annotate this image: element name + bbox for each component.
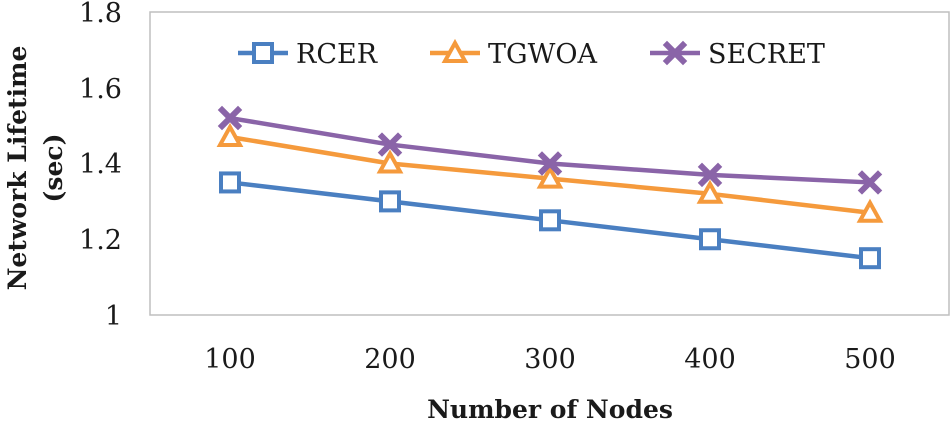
legend-label: RCER [296, 39, 378, 70]
series-secret [217, 105, 883, 195]
data-point-rcer [379, 190, 401, 213]
data-point-secret [857, 170, 883, 195]
y-axis: 1 1.2 1.4 1.6 1.8 [79, 0, 122, 332]
y-axis-title: Network Lifetime (sec) [3, 46, 68, 291]
data-point-tgwoa [376, 149, 404, 174]
series-rcer [219, 171, 881, 270]
data-point-secret [377, 132, 403, 157]
legend-label: TGWOA [488, 39, 597, 70]
legend: RCER TGWOA SECRET [238, 38, 825, 70]
y-tick-label: 1.2 [79, 225, 122, 256]
data-point-tgwoa [856, 198, 884, 223]
data-point-rcer [859, 247, 881, 270]
data-point-secret [217, 105, 243, 131]
data-point-rcer [539, 209, 561, 232]
series-tgwoa [216, 122, 884, 223]
y-tick-label: 1.4 [79, 149, 122, 180]
legend-marker [662, 40, 688, 66]
plot-area-border [149, 11, 950, 316]
x-tick-label: 500 [844, 344, 896, 375]
y-axis-title-line1: Network Lifetime [3, 46, 32, 291]
data-point-rcer [219, 171, 241, 194]
data-point-secret [537, 151, 563, 176]
legend-marker [441, 38, 469, 63]
x-tick-label: 100 [204, 344, 256, 375]
data-point-tgwoa [696, 179, 724, 204]
y-tick-label: 1 [105, 301, 122, 332]
legend-marker [252, 42, 274, 64]
x-tick-label: 200 [364, 344, 416, 375]
data-point-tgwoa [536, 164, 564, 189]
y-tick-label: 1.6 [79, 74, 122, 105]
data-point-secret [697, 162, 723, 188]
x-axis-title: Number of Nodes [427, 395, 673, 424]
data-point-rcer [699, 228, 721, 251]
legend-label: SECRET [708, 39, 825, 70]
x-axis: 100 200 300 400 500 [204, 344, 896, 375]
data-point-tgwoa [216, 122, 244, 147]
x-tick-label: 400 [684, 344, 736, 375]
y-tick-label: 1.8 [79, 0, 122, 29]
x-tick-label: 300 [524, 344, 576, 375]
series-layer [216, 105, 884, 270]
legend-item-tgwoa: TGWOA [430, 38, 597, 70]
legend-item-secret: SECRET [650, 39, 825, 70]
y-axis-title-line2: (sec) [39, 134, 68, 203]
legend-item-rcer: RCER [238, 39, 378, 70]
